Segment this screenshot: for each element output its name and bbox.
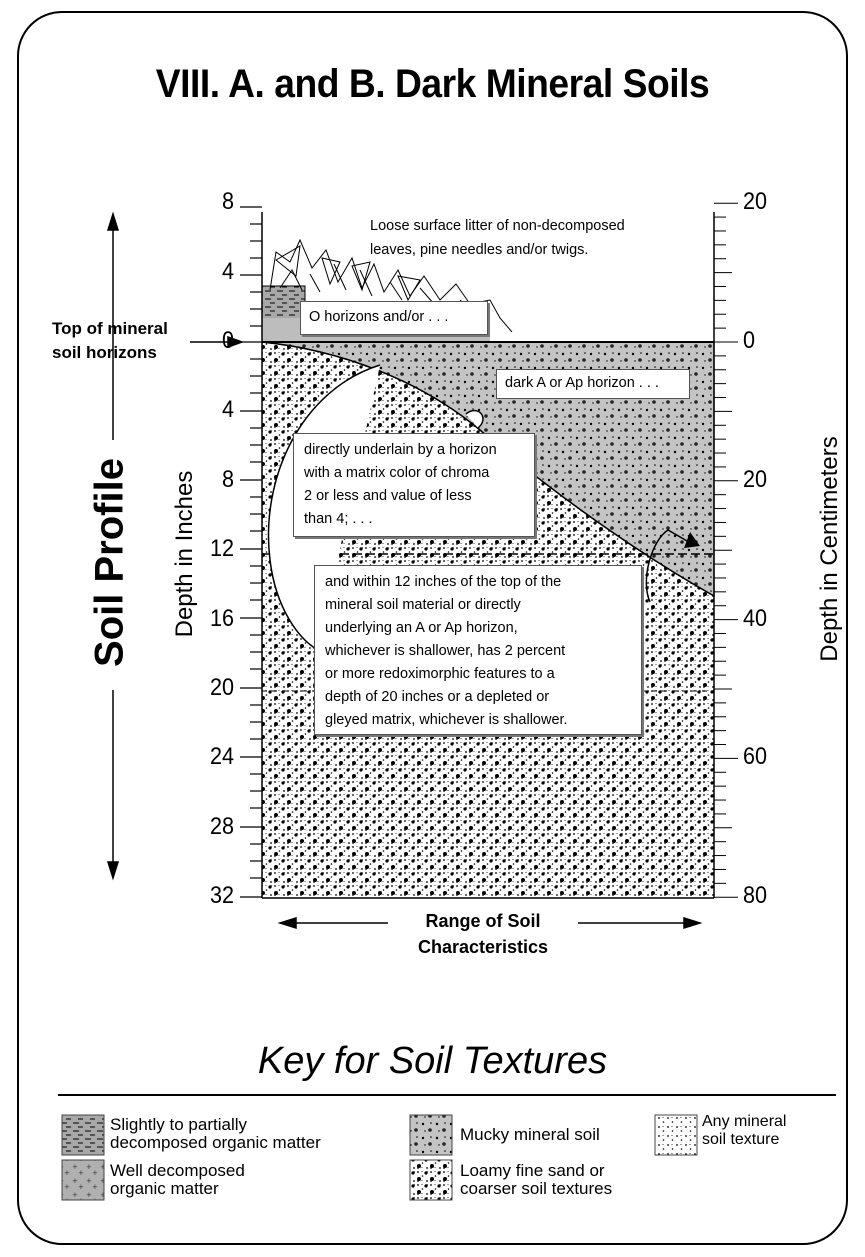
left-axis-title: Depth in Inches — [171, 470, 198, 638]
underlain-box: directly underlain by a horizon with a m… — [293, 433, 535, 537]
range-label: Range of Soil Characteristics — [417, 911, 549, 957]
key-item-organic-well: Well decomposed organic matter — [110, 1161, 245, 1198]
right-tick-label: 60 — [743, 743, 768, 771]
right-axis-title: Depth in Centimeters — [816, 436, 843, 662]
key-item-any-mineral: Any mineral soil texture — [702, 1113, 787, 1148]
left-tick-label: 16 — [209, 604, 234, 632]
litter-annotation: Loose surface litter of non-decomposed l… — [370, 218, 625, 258]
right-tick-label: 0 — [743, 327, 756, 354]
page-title: VIII. A. and B. Dark Mineral Soils — [155, 62, 710, 106]
left-tick-label: 28 — [209, 812, 234, 840]
key-item-mucky: Mucky mineral soil — [460, 1125, 600, 1144]
left-tick-label: 32 — [209, 882, 234, 910]
leaf-litter — [269, 238, 513, 333]
a-horizon-box: dark A or Ap horizon . . . — [496, 369, 690, 399]
soil-profile-label: Soil Profile — [87, 458, 132, 667]
o-horizon-box: O horizons and/or . . . — [300, 301, 488, 335]
swatch-any-mineral — [654, 1114, 698, 1156]
swatch-loamy — [409, 1159, 453, 1201]
left-tick-label: 24 — [209, 743, 234, 771]
right-axis-ticks — [714, 202, 738, 898]
left-tick-label: 8 — [221, 465, 234, 493]
left-tick-label: 0 — [221, 327, 234, 354]
range-arrows — [277, 916, 703, 930]
key-title: Key for Soil Textures — [257, 1040, 608, 1082]
left-tick-label: 12 — [209, 535, 234, 563]
right-tick-label: 20 — [743, 465, 768, 493]
left-axis-ticks — [240, 206, 262, 898]
curved-arrow-right — [645, 529, 695, 603]
key-item-organic-partial: Slightly to partially decomposed organic… — [110, 1115, 321, 1152]
left-tick-label: 4 — [221, 257, 234, 285]
left-tick-label: 20 — [209, 674, 234, 701]
top-of-mineral-arrow — [190, 335, 245, 349]
key-item-loamy: Loamy fine sand or coarser soil textures — [460, 1161, 613, 1198]
within12-box: and within 12 inches of the top of the m… — [314, 565, 642, 735]
left-tick-label: 8 — [221, 188, 234, 216]
top-of-mineral-label: Top of mineral soil horizons — [52, 319, 168, 362]
right-tick-label: 80 — [743, 882, 768, 910]
swatch-mucky — [409, 1114, 453, 1156]
right-tick-label: 40 — [743, 604, 768, 632]
swatch-organic-well — [61, 1159, 105, 1201]
swatch-organic-partial — [61, 1114, 105, 1156]
soil-profile-arrow — [106, 211, 120, 881]
left-tick-label: 4 — [221, 396, 234, 424]
right-tick-label: 20 — [743, 188, 768, 216]
